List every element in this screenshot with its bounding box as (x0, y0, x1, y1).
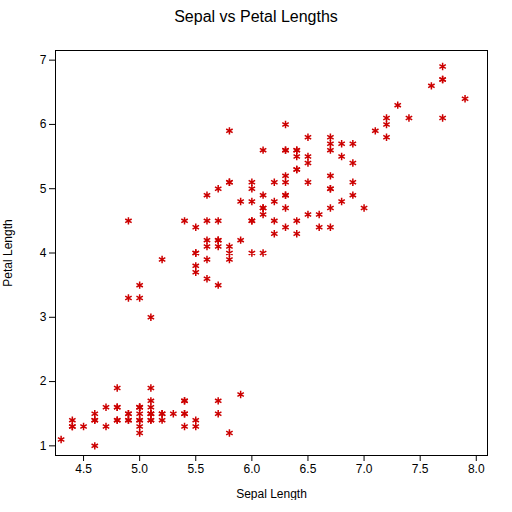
svg-text:6: 6 (40, 117, 47, 131)
svg-text:4.5: 4.5 (75, 462, 92, 476)
html-text:Sepal vs Petal Lengths: Sepal vs Petal Lengths (174, 8, 338, 25)
svg-text:8.0: 8.0 (468, 462, 485, 476)
svg-text:Petal Length: Petal Length (1, 219, 15, 286)
svg-text:6.0: 6.0 (244, 462, 261, 476)
svg-text:7.5: 7.5 (412, 462, 429, 476)
svg-text:1: 1 (40, 439, 47, 453)
svg-text:5: 5 (40, 182, 47, 196)
svg-text:7: 7 (40, 53, 47, 67)
svg-text:4: 4 (40, 246, 47, 260)
svg-text:3: 3 (40, 310, 47, 324)
svg-text:5.5: 5.5 (187, 462, 204, 476)
svg-text:5.0: 5.0 (131, 462, 148, 476)
svg-text:6.5: 6.5 (300, 462, 317, 476)
svg-text:2: 2 (40, 374, 47, 388)
svg-text:7.0: 7.0 (356, 462, 373, 476)
svg-text:Sepal Length: Sepal Length (236, 487, 307, 501)
